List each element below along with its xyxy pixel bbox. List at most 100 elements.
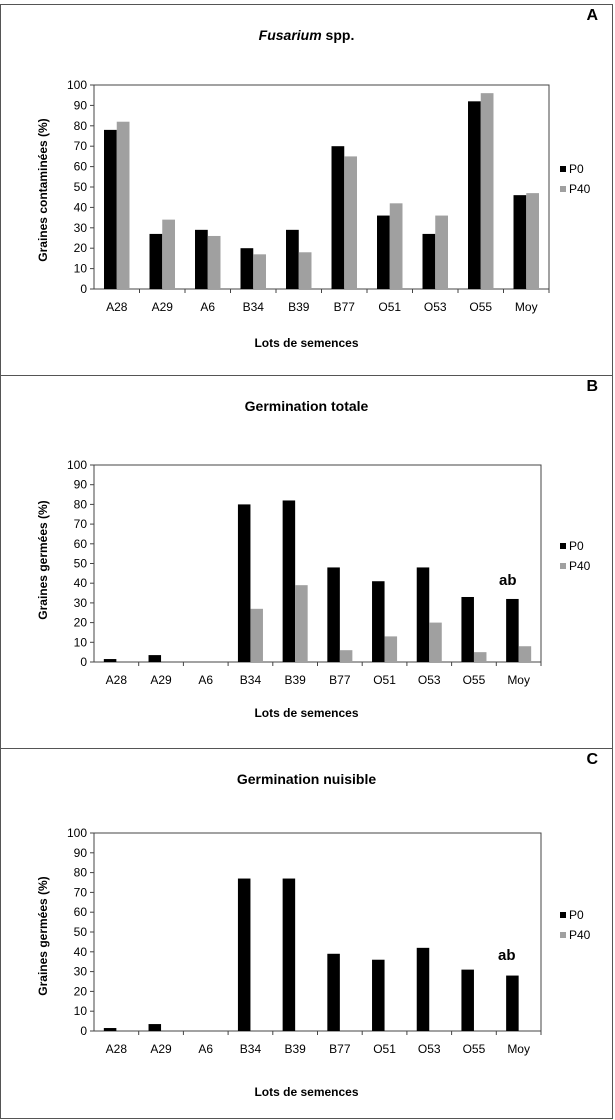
bar-p0 [422,233,436,289]
x-tick-label: B39 [284,673,306,687]
bar-p40 [253,254,266,289]
annotation-b: ab [499,572,517,589]
y-tick-label: 90 [74,478,88,492]
plot-b: 0 10 20 30 40 50 60 70 80 90 100 A28 A29 A6 B34 B39 B77 O… [67,458,542,687]
y-tick-label: 50 [74,557,88,571]
y-tick-label: 0 [80,1024,87,1038]
y-tick-label: 60 [74,537,88,551]
plot-a: 0 10 20 30 40 50 60 70 80 90 100 A28 A29 A6 B34 B39 B77 O… [67,78,550,314]
bar-p0 [237,504,251,662]
panel-b: B Germination totale Graines germées (%)… [0,375,613,749]
y-tick-label: 50 [74,180,88,194]
y-tick-label: 60 [74,160,88,174]
y-tick-label: 90 [74,98,88,112]
bar-p40 [435,215,448,289]
legend-swatch-p40 [560,186,566,192]
legend-label-p0: P0 [569,539,584,553]
y-tick-label: 40 [74,200,88,214]
bar-p0 [461,969,474,1031]
x-tick-label: A28 [106,1042,128,1056]
panel-c: C Germination nuisible Graines germées (… [0,748,613,1119]
x-axis-label-a: Lots de semences [254,336,359,350]
bar-p0 [468,101,481,289]
bar-p0 [327,567,340,662]
y-tick-label: 10 [74,262,88,276]
x-tick-label: O53 [418,1042,441,1056]
x-tick-label: Moy [507,1042,530,1056]
bar-p0 [327,953,340,1031]
legend-item-p0: P0 [560,159,590,179]
bar-p40 [298,252,312,289]
bar-p0 [103,1028,117,1031]
panel-letter-c: C [586,751,598,768]
x-tick-label: B39 [288,300,310,314]
panel-a: A Fusarium spp. Graines contaminées (%) … [0,4,613,376]
x-tick-label: A29 [150,673,172,687]
y-tick-label: 80 [74,119,88,133]
bar-p0 [103,659,117,662]
bar-p0 [416,567,430,662]
chart-title-c: Germination nuisible [236,771,377,787]
y-tick-label: 0 [80,655,87,669]
y-tick-label: 40 [74,576,88,590]
legend-b: P0 P40 [560,536,590,576]
y-tick-label: 20 [74,984,88,998]
y-tick-label: 0 [80,282,87,296]
bar-p40 [162,219,175,289]
bar-p40 [526,193,539,289]
bar-p40 [295,585,308,662]
bar-p0 [149,233,163,289]
x-tick-label: B77 [329,1042,351,1056]
x-tick-label: A28 [106,300,128,314]
bar-p40 [207,235,221,289]
x-tick-label: A6 [198,673,213,687]
x-tick-label: O55 [463,1042,486,1056]
legend-label-p40: P40 [569,182,591,196]
y-tick-label: 30 [74,596,88,610]
bar-p40 [389,203,403,289]
y-tick-label: 10 [74,635,88,649]
bar-p40 [473,652,487,662]
y-tick-label: 80 [74,866,88,880]
bar-p40 [339,650,353,662]
chart-title-a-italic: Fusarium [258,27,322,43]
chart-title-a: Fusarium spp. [1,27,612,43]
panel-letter-b: B [586,378,598,395]
y-tick-label: 60 [74,905,88,919]
legend-label-p40: P40 [569,559,591,573]
x-tick-label: B77 [334,300,356,314]
y-tick-label: 70 [74,885,88,899]
y-tick-label: 20 [74,241,88,255]
x-tick-label: A28 [106,673,128,687]
legend-swatch-p40 [560,932,566,938]
x-tick-label: O55 [463,673,486,687]
y-tick-label: 70 [74,139,88,153]
legend-item-p0: P0 [560,905,590,925]
legend-item-p40: P40 [560,179,590,199]
legend-label-p0: P0 [569,908,584,922]
x-tick-label: B77 [329,673,351,687]
x-tick-label: A29 [152,300,174,314]
legend-swatch-p0 [560,543,566,549]
annotation-c: ab [498,947,516,964]
bar-p0 [286,229,299,289]
plot-frame [93,832,542,1032]
x-tick-label: B34 [240,1042,262,1056]
y-tick-label: 100 [67,826,87,840]
legend-label-p40: P40 [569,928,591,942]
panel-letter-a: A [586,7,598,24]
bar-p0 [104,129,117,289]
y-tick-label: 20 [74,616,88,630]
y-tick-label: 90 [74,846,88,860]
bar-p40 [250,608,263,662]
chart-title-b: Germination totale [244,398,369,414]
bar-p0 [513,195,527,289]
bar-p0 [237,878,251,1031]
y-tick-label: 100 [67,78,87,92]
bar-p0 [461,596,474,662]
bar-p40 [518,646,532,662]
plot-frame [93,464,542,663]
legend-a: P0 P40 [560,159,590,199]
x-axis-label-b: Lots de semences [254,706,359,720]
